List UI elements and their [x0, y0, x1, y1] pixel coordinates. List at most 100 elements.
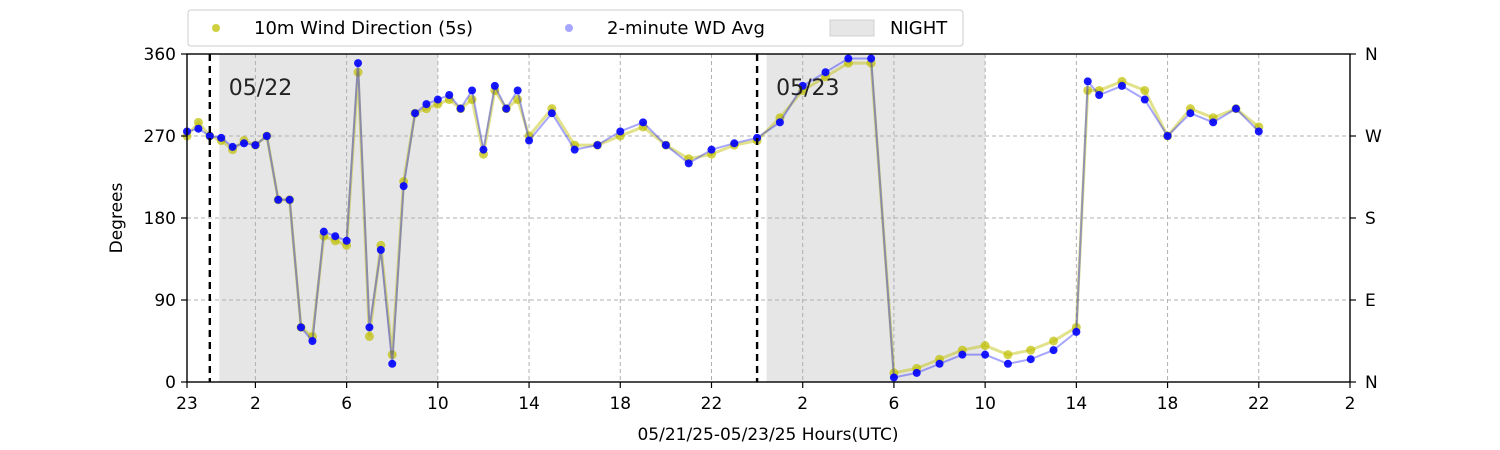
data-point: [468, 86, 477, 95]
legend-patch: [829, 19, 875, 37]
data-point: [980, 341, 990, 351]
data-point: [981, 350, 990, 359]
data-point: [411, 109, 420, 118]
legend-label: NIGHT: [890, 18, 948, 39]
right-tick-label: N: [1365, 45, 1378, 65]
data-point: [958, 350, 967, 359]
data-point: [1231, 104, 1240, 113]
data-point: [205, 132, 214, 140]
data-point: [365, 323, 374, 332]
data-point: [1083, 85, 1093, 95]
data-point: [753, 133, 762, 142]
data-point: [262, 132, 271, 140]
data-point: [388, 359, 397, 368]
data-point: [912, 368, 921, 377]
data-point: [707, 145, 716, 154]
data-point: [240, 139, 249, 148]
x-tick-label: 2: [797, 394, 808, 414]
data-point: [1049, 336, 1059, 346]
data-point: [570, 145, 579, 154]
data-point: [490, 81, 499, 90]
y-axis-ticks: 0 90 180 270 360: [144, 45, 187, 393]
x-tick-label: 6: [341, 394, 352, 414]
right-tick-label: N: [1365, 373, 1378, 393]
data-point: [422, 100, 431, 109]
y-tick-label: 180: [144, 209, 176, 229]
data-point: [387, 350, 397, 360]
x-tick-label: 6: [889, 394, 900, 414]
data-point: [1140, 95, 1149, 104]
x-tick-label: 22: [701, 394, 723, 414]
data-point: [889, 373, 898, 382]
y-tick-label: 0: [165, 373, 176, 393]
x-tick-label: 14: [518, 394, 540, 414]
x-tick-label: 14: [1066, 394, 1088, 414]
data-point: [1209, 118, 1218, 127]
data-point: [1186, 109, 1195, 118]
data-point: [1254, 127, 1263, 136]
data-point: [684, 159, 693, 168]
data-point: [1026, 345, 1036, 355]
data-point: [639, 118, 648, 127]
data-point: [274, 195, 283, 204]
data-point: [798, 81, 807, 90]
data-point: [502, 104, 511, 113]
data-point: [1026, 355, 1035, 364]
data-point: [297, 323, 306, 332]
data-point: [1072, 327, 1081, 336]
midnight-markers: 05/22 05/23: [208, 54, 840, 382]
right-tick-label: S: [1365, 209, 1376, 229]
x-tick-label: 18: [1157, 394, 1179, 414]
x-tick-label: 2: [1345, 394, 1356, 414]
data-point: [251, 141, 260, 150]
data-point: [661, 141, 670, 150]
data-point: [1083, 77, 1092, 86]
data-point: [1163, 132, 1172, 140]
legend: 10m Wind Direction (5s) 2-minute WD Avg NI…: [187, 9, 964, 47]
x-axis-label: 05/21/25-05/23/25 Hours(UTC): [637, 425, 898, 445]
data-point: [730, 139, 739, 148]
data-point: [467, 95, 477, 105]
legend-marker: [565, 24, 573, 32]
series-trace: [186, 57, 1260, 379]
x-tick-label: 18: [609, 394, 631, 414]
data-point: [376, 245, 385, 254]
legend-label: 2-minute WD Avg: [607, 18, 765, 39]
data-point: [354, 59, 363, 68]
data-point: [319, 227, 328, 236]
data-point: [285, 195, 294, 204]
data-point: [308, 337, 317, 345]
data-point: [513, 86, 522, 95]
data-point: [1003, 359, 1012, 368]
data-point: [616, 127, 625, 136]
data-point: [1003, 350, 1013, 360]
x-axis-ticks: 23 2 6 10 14 18 22 2 6 10 14 18 22 2: [176, 382, 1355, 414]
data-point: [193, 117, 203, 127]
data-point: [547, 109, 556, 118]
right-axis-ticks: N E S W N: [1350, 45, 1382, 393]
data-point: [479, 145, 488, 154]
series-2min-wd-avg: [183, 54, 1263, 382]
x-tick-label: 22: [1248, 394, 1270, 414]
y-tick-label: 90: [154, 291, 176, 311]
data-point: [456, 104, 465, 113]
data-point: [228, 142, 237, 151]
data-point: [1140, 85, 1150, 95]
y-axis-label: Degrees: [107, 182, 127, 253]
legend-box: [187, 9, 964, 47]
legend-marker: [212, 24, 220, 32]
data-point: [935, 359, 944, 368]
data-point: [331, 232, 340, 241]
x-tick-label: 10: [427, 394, 449, 414]
data-point: [513, 95, 523, 105]
date-label: 05/22: [229, 76, 292, 101]
data-point: [593, 141, 602, 150]
data-point: [1095, 91, 1104, 99]
data-point: [1049, 346, 1058, 355]
x-tick-label: 23: [176, 394, 198, 414]
data-point: [821, 68, 830, 77]
data-point: [867, 54, 876, 63]
legend-label: 10m Wind Direction (5s): [254, 18, 473, 39]
data-point: [353, 67, 363, 77]
